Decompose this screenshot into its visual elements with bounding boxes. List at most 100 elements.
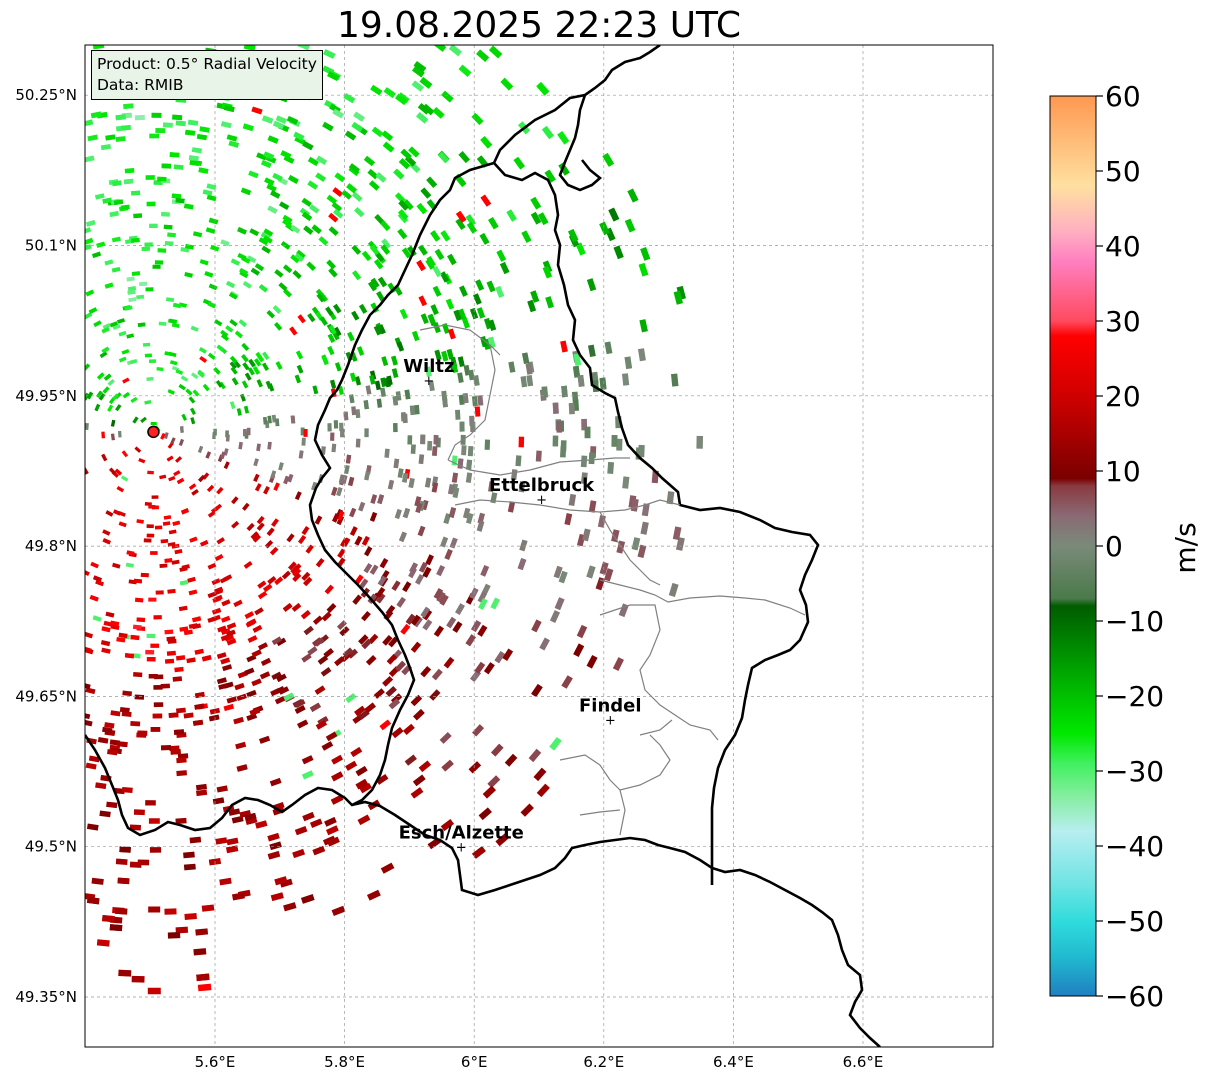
radar-gate (432, 322, 441, 334)
radar-gate (473, 375, 480, 386)
radar-gate (467, 445, 474, 457)
map-area[interactable]: +Wiltz+Ettelbruck+Findel+Esch/Alzette (80, 40, 993, 1047)
radar-gate (349, 372, 357, 382)
radar-gate (332, 208, 344, 219)
radar-gate (457, 356, 465, 368)
radar-gate (358, 303, 368, 314)
radar-gate (172, 114, 183, 121)
radar-gate (124, 167, 135, 174)
radar-gate (86, 823, 99, 831)
radar-gate (132, 624, 142, 630)
radar-gate (383, 87, 396, 99)
radar-gate (190, 417, 196, 425)
radar-gate (144, 400, 152, 405)
radar-gate (433, 588, 444, 600)
radar-gate (262, 416, 268, 425)
radar-gate (264, 177, 275, 186)
radar-gate (170, 437, 176, 445)
radar-gate (434, 248, 445, 261)
radar-gate (184, 203, 194, 210)
radar-gate (331, 201, 343, 212)
radar-site-marker[interactable] (147, 425, 160, 439)
radar-gate (136, 294, 145, 300)
radar-gate (130, 396, 138, 404)
radar-gate (441, 350, 449, 362)
radar-gate (181, 564, 190, 570)
radar-gate (196, 973, 210, 982)
radar-gate (420, 666, 432, 678)
radar-gate (350, 746, 363, 758)
data-source-label: Data: RMIB (97, 76, 184, 94)
radar-gate (133, 578, 143, 584)
radar-gate (137, 730, 148, 736)
radar-gate (425, 554, 434, 566)
radar-gate (165, 297, 175, 302)
radar-gate (418, 454, 425, 465)
radar-gate (263, 228, 274, 237)
radar-gate (334, 362, 342, 372)
radar-gate (288, 174, 299, 184)
radar-gate (185, 388, 193, 396)
radar-gate (242, 362, 250, 371)
radar-gate (317, 655, 329, 665)
radar-gate (477, 591, 488, 604)
radar-gate (180, 426, 184, 433)
radar-gate (244, 611, 255, 619)
radar-gate (321, 355, 329, 366)
radar-gate (607, 461, 615, 475)
radar-gate (314, 637, 325, 647)
radar-gate (173, 729, 185, 735)
radar-gate (226, 622, 237, 630)
radar-gate (272, 120, 285, 130)
radar-gate (419, 77, 433, 89)
radar-gate (319, 316, 328, 326)
radar-gate (376, 398, 383, 408)
radar-gate (217, 625, 227, 633)
radar-gate (294, 374, 302, 384)
radar-gate (123, 103, 134, 110)
radar-gate (333, 326, 342, 337)
radar-gate (471, 620, 482, 633)
radar-gate (119, 707, 130, 713)
radar-gate (211, 578, 221, 586)
radar-gate (128, 297, 137, 303)
radar-gate (487, 775, 501, 789)
radar-gate (134, 446, 142, 453)
radar-gate (228, 808, 241, 816)
radar-gate (573, 353, 582, 366)
radar-gate (375, 172, 387, 183)
radar-gate (316, 155, 328, 166)
radar-gate (472, 724, 485, 737)
radar-gate (422, 566, 432, 578)
radar-gate (411, 330, 420, 342)
city-markers: +Wiltz+Ettelbruck+Findel+Esch/Alzette (399, 356, 642, 856)
radar-gate (433, 45, 447, 52)
chart-title: 19.08.2025 22:23 UTC (336, 5, 742, 46)
radar-gate (154, 525, 163, 530)
radar-gate (243, 560, 253, 569)
radar-gate (246, 255, 257, 264)
radar-gate (205, 451, 212, 459)
radar-gate (380, 244, 391, 255)
radar-gate (107, 378, 115, 387)
radar-gate (345, 454, 352, 464)
radar-gate (332, 108, 345, 119)
radar-gate (325, 306, 334, 317)
radar-gate (560, 446, 567, 458)
radar-gate (432, 106, 445, 119)
radar-gate (294, 826, 308, 836)
radar-gate (455, 210, 467, 223)
radar-gate (392, 396, 399, 406)
radar-gate (398, 199, 409, 211)
radar-gate (316, 293, 326, 303)
radar-gate (120, 475, 129, 482)
radar-gate (526, 374, 534, 387)
radar-gate (297, 45, 311, 51)
radar-gate (197, 445, 204, 454)
radar-gate (444, 548, 453, 560)
colorbar-tick-label: 20 (1105, 380, 1141, 413)
radar-gate (166, 650, 176, 656)
radar-gate (427, 313, 436, 325)
lon-tick-label: 6°E (461, 1053, 488, 1071)
radar-gate (274, 876, 288, 886)
